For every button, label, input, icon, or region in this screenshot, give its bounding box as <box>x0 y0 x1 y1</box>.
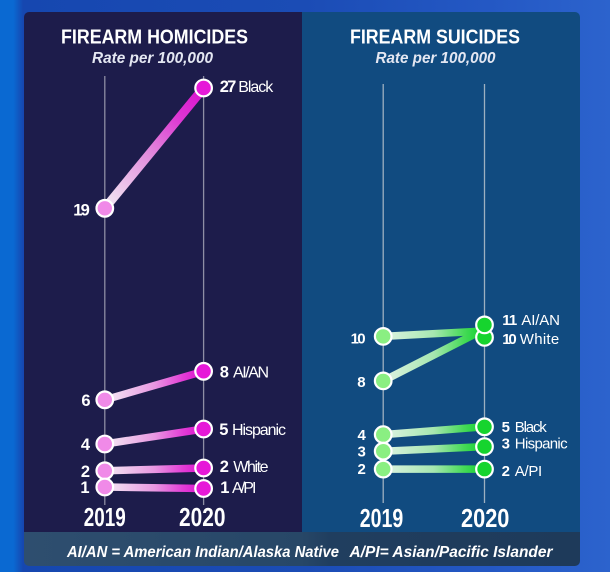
svg-text:1: 1 <box>80 479 89 497</box>
svg-text:2020: 2020 <box>179 502 226 532</box>
svg-text:FIREARM SUICIDES: FIREARM SUICIDES <box>350 26 520 49</box>
svg-text:3: 3 <box>357 443 365 460</box>
svg-text:AI/AN = American Indian/Alaska: AI/AN = American Indian/Alaska Native <box>66 544 339 561</box>
svg-text:5: 5 <box>219 421 228 439</box>
svg-text:Rate per 100,000: Rate per 100,000 <box>376 50 496 67</box>
svg-text:4: 4 <box>357 427 366 444</box>
svg-text:A/PI= Asian/Pacific Islander: A/PI= Asian/Pacific Islander <box>349 544 554 561</box>
svg-text:AI/AN: AI/AN <box>521 312 560 329</box>
svg-text:Black: Black <box>515 419 548 436</box>
svg-text:19: 19 <box>73 201 90 219</box>
svg-text:10: 10 <box>502 331 517 348</box>
svg-text:2019: 2019 <box>84 502 126 532</box>
svg-text:6: 6 <box>81 392 90 410</box>
svg-text:2019: 2019 <box>360 503 404 533</box>
svg-text:2: 2 <box>357 461 365 478</box>
svg-text:Hispanic: Hispanic <box>515 436 568 453</box>
svg-text:27: 27 <box>220 78 237 96</box>
svg-text:1: 1 <box>220 479 229 497</box>
svg-text:Black: Black <box>238 79 274 96</box>
svg-text:White: White <box>520 331 559 348</box>
svg-text:2: 2 <box>81 463 90 481</box>
svg-text:2020: 2020 <box>461 503 510 533</box>
svg-text:AI/AN: AI/AN <box>233 364 269 381</box>
svg-text:A/PI: A/PI <box>515 463 542 480</box>
svg-text:11: 11 <box>502 312 517 329</box>
svg-text:4: 4 <box>81 436 91 454</box>
svg-text:3: 3 <box>502 436 510 453</box>
svg-text:2: 2 <box>502 463 510 480</box>
svg-text:Hispanic: Hispanic <box>232 422 286 439</box>
svg-text:8: 8 <box>357 374 365 391</box>
svg-text:10: 10 <box>351 331 366 348</box>
svg-text:FIREARM HOMICIDES: FIREARM HOMICIDES <box>61 26 248 49</box>
svg-text:2: 2 <box>220 458 229 476</box>
svg-text:A/PI: A/PI <box>232 480 257 497</box>
svg-text:5: 5 <box>502 419 510 436</box>
svg-text:Rate per 100,000: Rate per 100,000 <box>92 50 213 67</box>
svg-text:8: 8 <box>220 363 229 381</box>
svg-text:White: White <box>233 459 268 476</box>
